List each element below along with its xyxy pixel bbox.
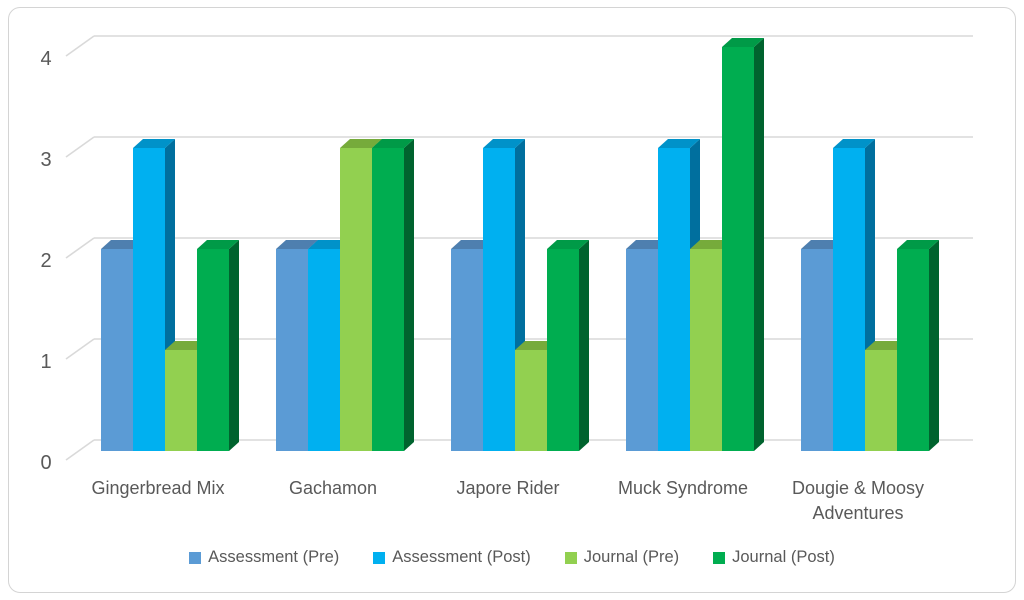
- bar: [483, 148, 515, 451]
- category-label: Gachamon: [289, 478, 377, 498]
- bar-top-face: [483, 139, 525, 148]
- category-label: Gingerbread Mix: [91, 478, 224, 498]
- bar: [626, 249, 658, 451]
- y-axis-label: 3: [40, 149, 51, 171]
- bar: [547, 249, 579, 451]
- bar-top-face: [276, 240, 318, 249]
- legend-swatch-icon: [564, 551, 577, 564]
- legend-swatch-icon: [713, 551, 726, 564]
- y-axis-label: 1: [40, 351, 51, 373]
- y-axis-label: 4: [40, 48, 51, 70]
- y-axis-label: 0: [40, 452, 51, 474]
- bar-top-face: [626, 240, 668, 249]
- bar-top-face: [658, 139, 700, 148]
- bar: [340, 148, 372, 451]
- bar: [133, 148, 165, 451]
- bar: [165, 350, 197, 451]
- bar-top-face: [515, 341, 557, 350]
- bar-side-face: [929, 240, 939, 451]
- bar: [451, 249, 483, 451]
- bar-side-face: [754, 38, 764, 451]
- category-label: Adventures: [812, 503, 903, 523]
- bar: [276, 249, 308, 451]
- legend-label: Journal (Pre): [583, 548, 680, 566]
- legend-item: Journal (Post): [713, 548, 835, 567]
- category-label: Dougie & Moosy: [792, 478, 924, 498]
- bar: [690, 249, 722, 451]
- bar-top-face: [197, 240, 239, 249]
- bar-top-face: [897, 240, 939, 249]
- bar: [897, 249, 929, 451]
- legend-item: Assessment (Pre): [189, 548, 339, 567]
- chart-legend: Assessment (Pre) Assessment (Post) Journal…: [0, 548, 1024, 567]
- bar-top-face: [722, 38, 764, 47]
- bar-top-face: [165, 341, 207, 350]
- bar-top-face: [547, 240, 589, 249]
- legend-swatch-icon: [189, 551, 202, 564]
- y-axis-depth-tick: [65, 439, 95, 461]
- legend-item: Journal (Pre): [564, 548, 680, 567]
- y-axis-depth-tick: [65, 338, 95, 360]
- bar: [515, 350, 547, 451]
- bar: [372, 148, 404, 451]
- category-label: Japore Rider: [456, 478, 559, 498]
- y-axis-depth-tick: [65, 35, 95, 57]
- bar: [658, 148, 690, 451]
- bar: [197, 249, 229, 451]
- legend-label: Assessment (Pre): [208, 548, 340, 566]
- y-axis-depth-tick: [65, 237, 95, 259]
- bar-top-face: [865, 341, 907, 350]
- category-label: Muck Syndrome: [618, 478, 748, 498]
- bar-side-face: [229, 240, 239, 451]
- bar-top-face: [340, 139, 382, 148]
- bar: [801, 249, 833, 451]
- legend-label: Journal (Post): [732, 548, 835, 566]
- bar-top-face: [801, 240, 843, 249]
- y-axis-depth-tick: [65, 136, 95, 158]
- legend-swatch-icon: [373, 551, 386, 564]
- bar-top-face: [308, 240, 350, 249]
- bar-top-face: [133, 139, 175, 148]
- bar: [865, 350, 897, 451]
- bar-top-face: [101, 240, 143, 249]
- bar-side-face: [404, 139, 414, 451]
- legend-item: Assessment (Post): [373, 548, 531, 567]
- y-axis-label: 2: [40, 250, 51, 272]
- bar-side-face: [579, 240, 589, 451]
- bar-top-face: [833, 139, 875, 148]
- bar-top-face: [690, 240, 732, 249]
- bar: [101, 249, 133, 451]
- legend-label: Assessment (Post): [392, 548, 531, 566]
- bar: [308, 249, 340, 451]
- bar-top-face: [451, 240, 493, 249]
- bar: [833, 148, 865, 451]
- bar-top-face: [372, 139, 414, 148]
- bar: [722, 47, 754, 451]
